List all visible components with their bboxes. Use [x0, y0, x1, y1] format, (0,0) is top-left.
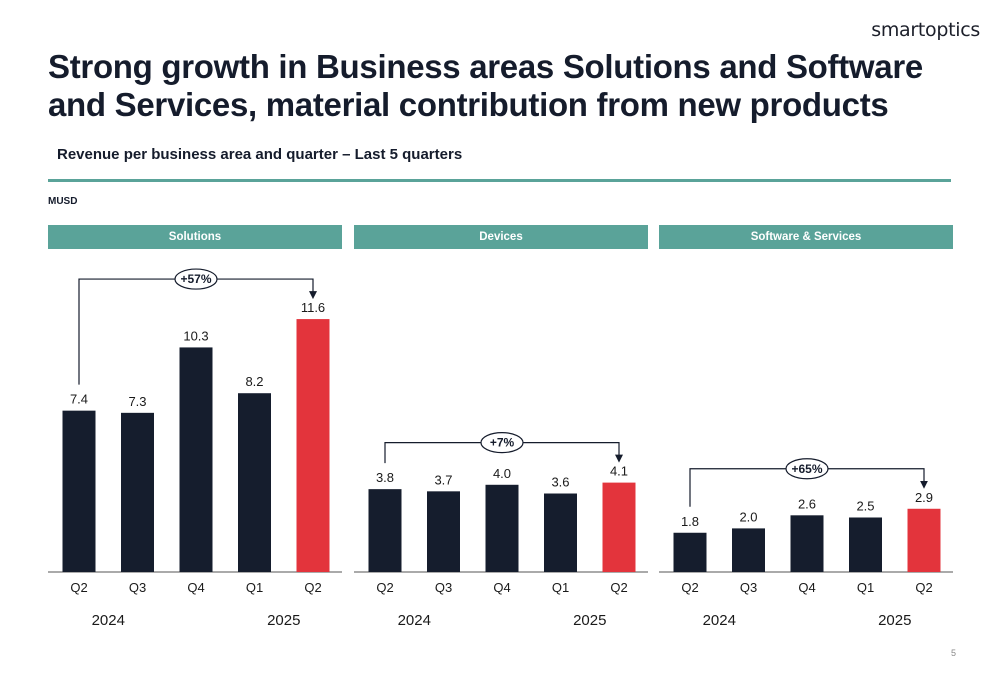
x-tick-label: Q1 [857, 580, 874, 595]
bar [673, 532, 707, 572]
unit-label: MUSD [48, 196, 78, 207]
growth-badge [480, 432, 524, 454]
data-label: 11.6 [301, 300, 325, 315]
growth-label: +57% [180, 272, 211, 286]
growth-badge [174, 268, 218, 290]
data-label: 7.4 [70, 392, 88, 407]
panel-header-solutions: Solutions [48, 225, 342, 249]
data-label: 2.6 [798, 496, 816, 511]
bar [602, 482, 636, 572]
x-tick-label: Q1 [552, 580, 569, 595]
bar [179, 347, 213, 572]
year-label: 2024 [703, 612, 736, 629]
x-tick-label: Q4 [493, 580, 510, 595]
data-label: 3.6 [551, 475, 569, 490]
growth-badge [785, 458, 829, 480]
year-label: 2025 [573, 612, 606, 629]
data-label: 7.3 [128, 394, 146, 409]
bar [790, 515, 824, 572]
year-label: 2025 [267, 612, 300, 629]
bar [238, 393, 271, 572]
x-tick-label: Q4 [798, 580, 815, 595]
year-label: 2025 [878, 612, 911, 629]
data-label: 4.0 [493, 466, 511, 481]
chart-subtitle: Revenue per business area and quarter – … [57, 146, 463, 163]
bar [849, 517, 882, 572]
bar [544, 493, 577, 572]
x-tick-label: Q2 [376, 580, 393, 595]
page-number: 5 [950, 648, 956, 658]
bar [368, 489, 402, 572]
bar [62, 410, 96, 572]
data-label: 1.8 [681, 514, 699, 529]
divider-rule [48, 179, 951, 182]
x-tick-label: Q4 [187, 580, 204, 595]
data-label: 3.7 [434, 472, 452, 487]
data-label: 2.5 [856, 498, 874, 513]
year-label: 2024 [398, 612, 431, 629]
x-tick-label: Q3 [435, 580, 452, 595]
x-tick-label: Q3 [129, 580, 146, 595]
bar [296, 319, 330, 572]
year-label: 2024 [92, 612, 125, 629]
data-label: 2.9 [915, 490, 933, 505]
page-title: Strong growth in Business areas Solution… [48, 48, 923, 123]
bar [907, 508, 941, 572]
bar [732, 528, 765, 572]
x-tick-label: Q2 [304, 580, 321, 595]
x-tick-label: Q2 [681, 580, 698, 595]
growth-label: +65% [791, 462, 822, 476]
panel-header-devices: Devices [354, 225, 648, 249]
x-tick-label: Q2 [610, 580, 627, 595]
growth-label: +7% [490, 436, 515, 450]
bar [427, 491, 460, 572]
x-tick-label: Q2 [70, 580, 87, 595]
x-tick-label: Q3 [740, 580, 757, 595]
bar [485, 484, 519, 572]
brand-logo: smartoptics [871, 19, 980, 41]
panel-header-software-services: Software & Services [659, 225, 953, 249]
x-tick-label: Q1 [246, 580, 263, 595]
bar [121, 412, 154, 572]
data-label: 8.2 [245, 374, 263, 389]
data-label: 4.1 [610, 464, 628, 479]
data-label: 2.0 [739, 509, 757, 524]
x-tick-label: Q2 [915, 580, 932, 595]
data-label: 10.3 [183, 328, 208, 343]
data-label: 3.8 [376, 470, 394, 485]
